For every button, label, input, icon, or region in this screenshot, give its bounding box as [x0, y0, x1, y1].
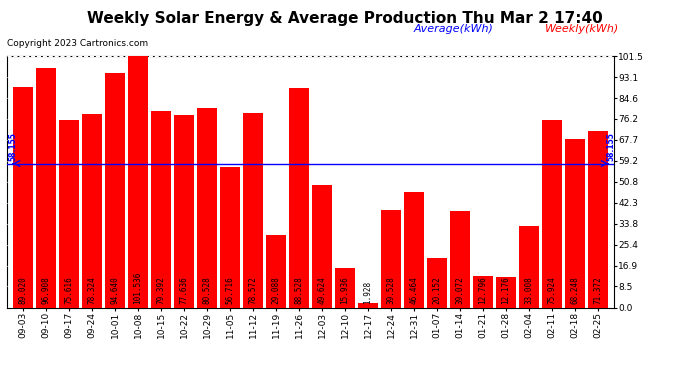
Bar [473, 276, 493, 308]
Text: 33.008: 33.008 [524, 276, 533, 304]
Bar [358, 303, 378, 307]
Bar [335, 268, 355, 308]
Bar [381, 210, 401, 308]
Bar [106, 73, 125, 308]
Bar [59, 120, 79, 308]
Bar [128, 56, 148, 308]
Text: 94.640: 94.640 [110, 276, 119, 304]
Text: 78.324: 78.324 [88, 276, 97, 304]
Text: 68.248: 68.248 [571, 276, 580, 304]
Bar [312, 184, 332, 308]
Text: 96.908: 96.908 [41, 276, 50, 304]
Bar [197, 108, 217, 308]
Text: 29.088: 29.088 [271, 276, 281, 304]
Text: 89.020: 89.020 [19, 276, 28, 304]
Text: 46.464: 46.464 [409, 276, 419, 304]
Text: 79.392: 79.392 [157, 276, 166, 304]
Text: 75.924: 75.924 [547, 276, 557, 304]
Bar [151, 111, 171, 308]
Bar [244, 113, 263, 308]
Bar [520, 226, 539, 308]
Text: Weekly(kWh): Weekly(kWh) [545, 24, 620, 34]
Text: Weekly Solar Energy & Average Production Thu Mar 2 17:40: Weekly Solar Energy & Average Production… [87, 11, 603, 26]
Bar [175, 116, 194, 308]
Text: 39.072: 39.072 [455, 276, 464, 304]
Bar [496, 278, 516, 308]
Text: 101.536: 101.536 [133, 272, 143, 304]
Bar [82, 114, 102, 308]
Text: Average(kWh): Average(kWh) [414, 24, 494, 34]
Text: 12.176: 12.176 [502, 276, 511, 304]
Bar [588, 131, 608, 308]
Text: 80.528: 80.528 [202, 276, 212, 304]
Text: 39.528: 39.528 [386, 276, 395, 304]
Text: 12.796: 12.796 [478, 276, 488, 304]
Bar [289, 88, 309, 308]
Bar [266, 236, 286, 308]
Text: 58.155: 58.155 [9, 132, 18, 161]
Bar [220, 167, 240, 308]
Text: 20.152: 20.152 [433, 276, 442, 304]
Text: 71.372: 71.372 [593, 276, 602, 304]
Bar [404, 192, 424, 308]
Bar [13, 87, 33, 308]
Bar [427, 258, 447, 307]
Bar [37, 68, 56, 308]
Text: 1.928: 1.928 [364, 280, 373, 304]
Text: 15.936: 15.936 [340, 276, 350, 304]
Text: 49.624: 49.624 [317, 276, 326, 304]
Bar [451, 211, 470, 308]
Bar [565, 138, 585, 308]
Bar [542, 120, 562, 308]
Text: 56.716: 56.716 [226, 276, 235, 304]
Text: 75.616: 75.616 [64, 276, 74, 304]
Text: Copyright 2023 Cartronics.com: Copyright 2023 Cartronics.com [7, 39, 148, 48]
Text: 88.528: 88.528 [295, 276, 304, 304]
Text: 78.572: 78.572 [248, 276, 257, 304]
Text: 58.155: 58.155 [606, 132, 615, 161]
Text: 77.636: 77.636 [179, 276, 188, 304]
